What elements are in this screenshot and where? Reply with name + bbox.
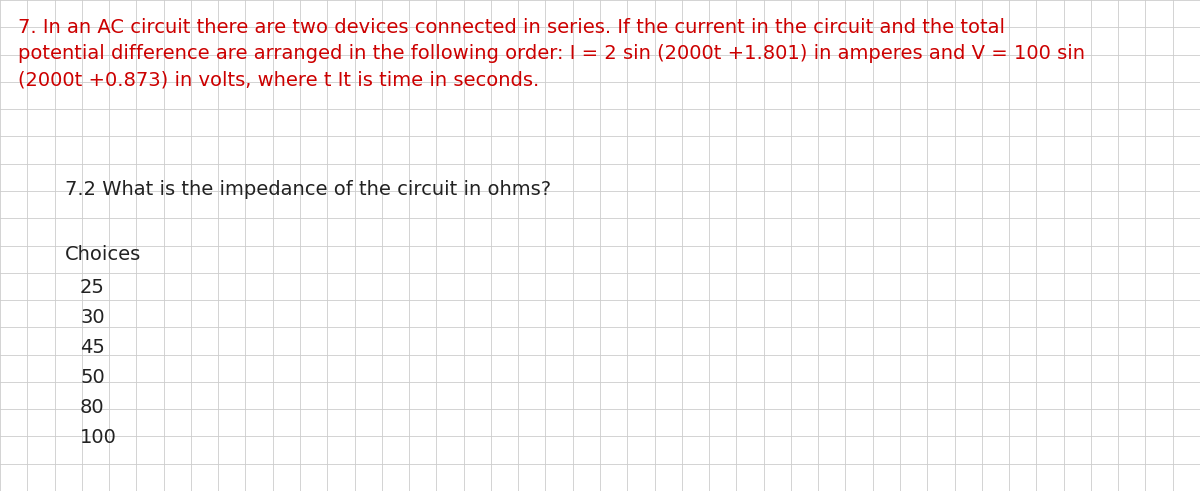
Text: potential difference are arranged in the following order: I = 2 sin (2000t +1.80: potential difference are arranged in the… — [18, 44, 1085, 63]
Text: 7.2 What is the impedance of the circuit in ohms?: 7.2 What is the impedance of the circuit… — [65, 180, 551, 199]
Text: 100: 100 — [80, 428, 116, 447]
Text: 50: 50 — [80, 368, 104, 387]
Text: 7. In an AC circuit there are two devices connected in series. If the current in: 7. In an AC circuit there are two device… — [18, 18, 1006, 37]
Text: 25: 25 — [80, 278, 104, 297]
Text: 30: 30 — [80, 308, 104, 327]
Text: 45: 45 — [80, 338, 104, 357]
Text: 80: 80 — [80, 398, 104, 417]
Text: Choices: Choices — [65, 245, 142, 264]
Text: (2000t +0.873) in volts, where t It is time in seconds.: (2000t +0.873) in volts, where t It is t… — [18, 70, 539, 89]
